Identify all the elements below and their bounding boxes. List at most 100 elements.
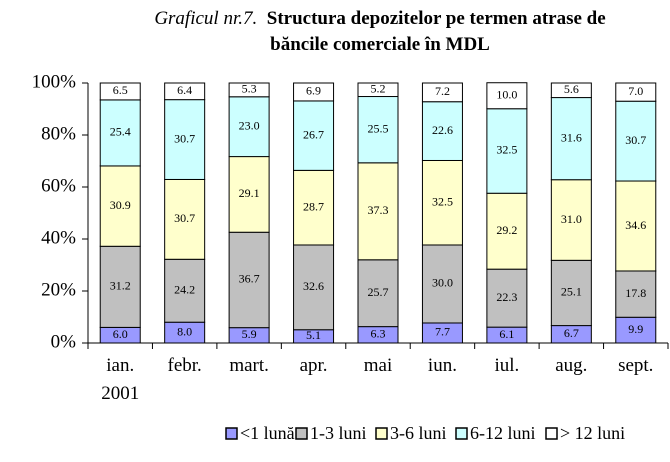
value-label: 26.7 [303,127,324,141]
bar-segment [99,165,141,247]
legend-label: 3-6 luni [390,423,447,443]
y-tick-label: 0% [51,331,77,352]
bar-segment [421,159,463,246]
legend-label: > 12 luni [560,423,625,443]
x-tick-label: apr. [299,355,328,376]
value-label: 5.2 [371,82,386,96]
value-label: 6.5 [113,83,128,97]
bar-segment [228,96,270,158]
bar-segment [486,268,528,328]
x-tick-label: aug. [555,355,588,376]
value-label: 8.0 [177,324,192,338]
bar-segment [293,169,335,246]
legend-swatch [455,427,468,440]
value-label: 6.9 [306,84,321,98]
bar-segment [293,244,335,331]
value-label: 32.5 [432,194,453,208]
value-label: 6.3 [371,327,386,341]
legend-label: <1 lună [240,423,295,443]
value-label: 25.5 [368,121,389,135]
value-label: 22.6 [432,123,453,137]
y-tick-label: 100% [32,71,77,92]
legend-swatch [225,427,238,440]
bar-segment [486,82,528,110]
bar-segment [550,179,592,261]
bar-segment [615,100,657,182]
bar-segment [615,180,657,272]
y-tick-label: 20% [41,279,76,300]
title-main: Structura depozitelor pe termen atrase d… [266,8,606,55]
value-label: 24.2 [174,282,195,296]
y-tick-label: 80% [41,123,76,144]
value-label: 6.7 [564,326,579,340]
value-label: 28.7 [303,199,324,213]
value-label: 25.1 [561,285,582,299]
value-label: 7.2 [435,84,450,98]
value-label: 7.7 [435,325,450,339]
x-tick-label: mart. [229,355,269,376]
x-tick-label: iun. [427,355,457,376]
x-tick-label: sept. [618,355,654,376]
legend-label: 1-3 luni [310,423,367,443]
bar-segment [357,82,399,98]
bar-segment [615,270,657,318]
value-label: 10.0 [496,87,517,101]
value-label: 36.7 [239,272,260,286]
value-label: 34.6 [625,218,646,232]
bar-segment [357,259,399,328]
x-tick-label: mai [363,355,393,376]
value-label: 6.0 [113,327,128,341]
y-tick-label: 40% [41,227,76,248]
bar-segment [99,245,141,328]
bar-segment [99,82,141,101]
value-label: 31.6 [561,130,582,144]
bar-segment [228,156,270,233]
value-label: 31.0 [561,212,582,226]
bar-segment [615,316,657,344]
bar-segment [421,82,463,103]
value-label: 6.4 [177,83,192,97]
bar-segment [357,96,399,164]
value-label: 30.7 [625,133,646,147]
bar-segment [99,99,141,167]
value-label: 22.3 [496,290,517,304]
bar-segment [164,82,206,101]
value-label: 25.4 [110,125,131,139]
legend-swatch [545,427,558,440]
value-label: 23.0 [239,118,260,132]
value-label: 30.7 [174,211,195,225]
value-label: 5.9 [242,327,257,341]
chart-title: Graficul nr.7. Structura depozitelor pe … [150,6,610,58]
x-tick-label: febr. [167,355,202,376]
bar-segment [228,82,270,98]
legend-swatch [295,427,308,440]
value-label: 29.1 [239,186,260,200]
value-label: 5.6 [564,82,579,96]
title-prefix: Graficul nr.7. [154,8,258,29]
value-label: 30.0 [432,276,453,290]
bar-segment [550,259,592,327]
value-label: 30.7 [174,131,195,145]
bar-segment [164,178,206,260]
value-label: 30.9 [110,198,131,212]
value-label: 17.8 [625,286,646,300]
value-label: 37.3 [368,203,389,217]
value-label: 25.7 [368,285,389,299]
bar-segment [293,82,335,102]
value-label: 31.2 [110,279,131,293]
bar-segment [357,162,399,261]
value-label: 7.0 [628,84,643,98]
value-label: 6.1 [499,327,514,341]
bar-segment [421,101,463,161]
y-tick-label: 60% [41,175,76,196]
bar-segment [486,108,528,194]
bar-segment [164,258,206,323]
value-label: 32.5 [496,143,517,157]
x-tick-label: ian. 2001 [101,355,140,404]
legend-label: 6-12 luni [470,423,536,443]
legend-swatch [375,427,388,440]
x-tick-label: iul. [494,355,520,376]
value-label: 5.1 [306,328,321,342]
bar-segment [421,244,463,324]
